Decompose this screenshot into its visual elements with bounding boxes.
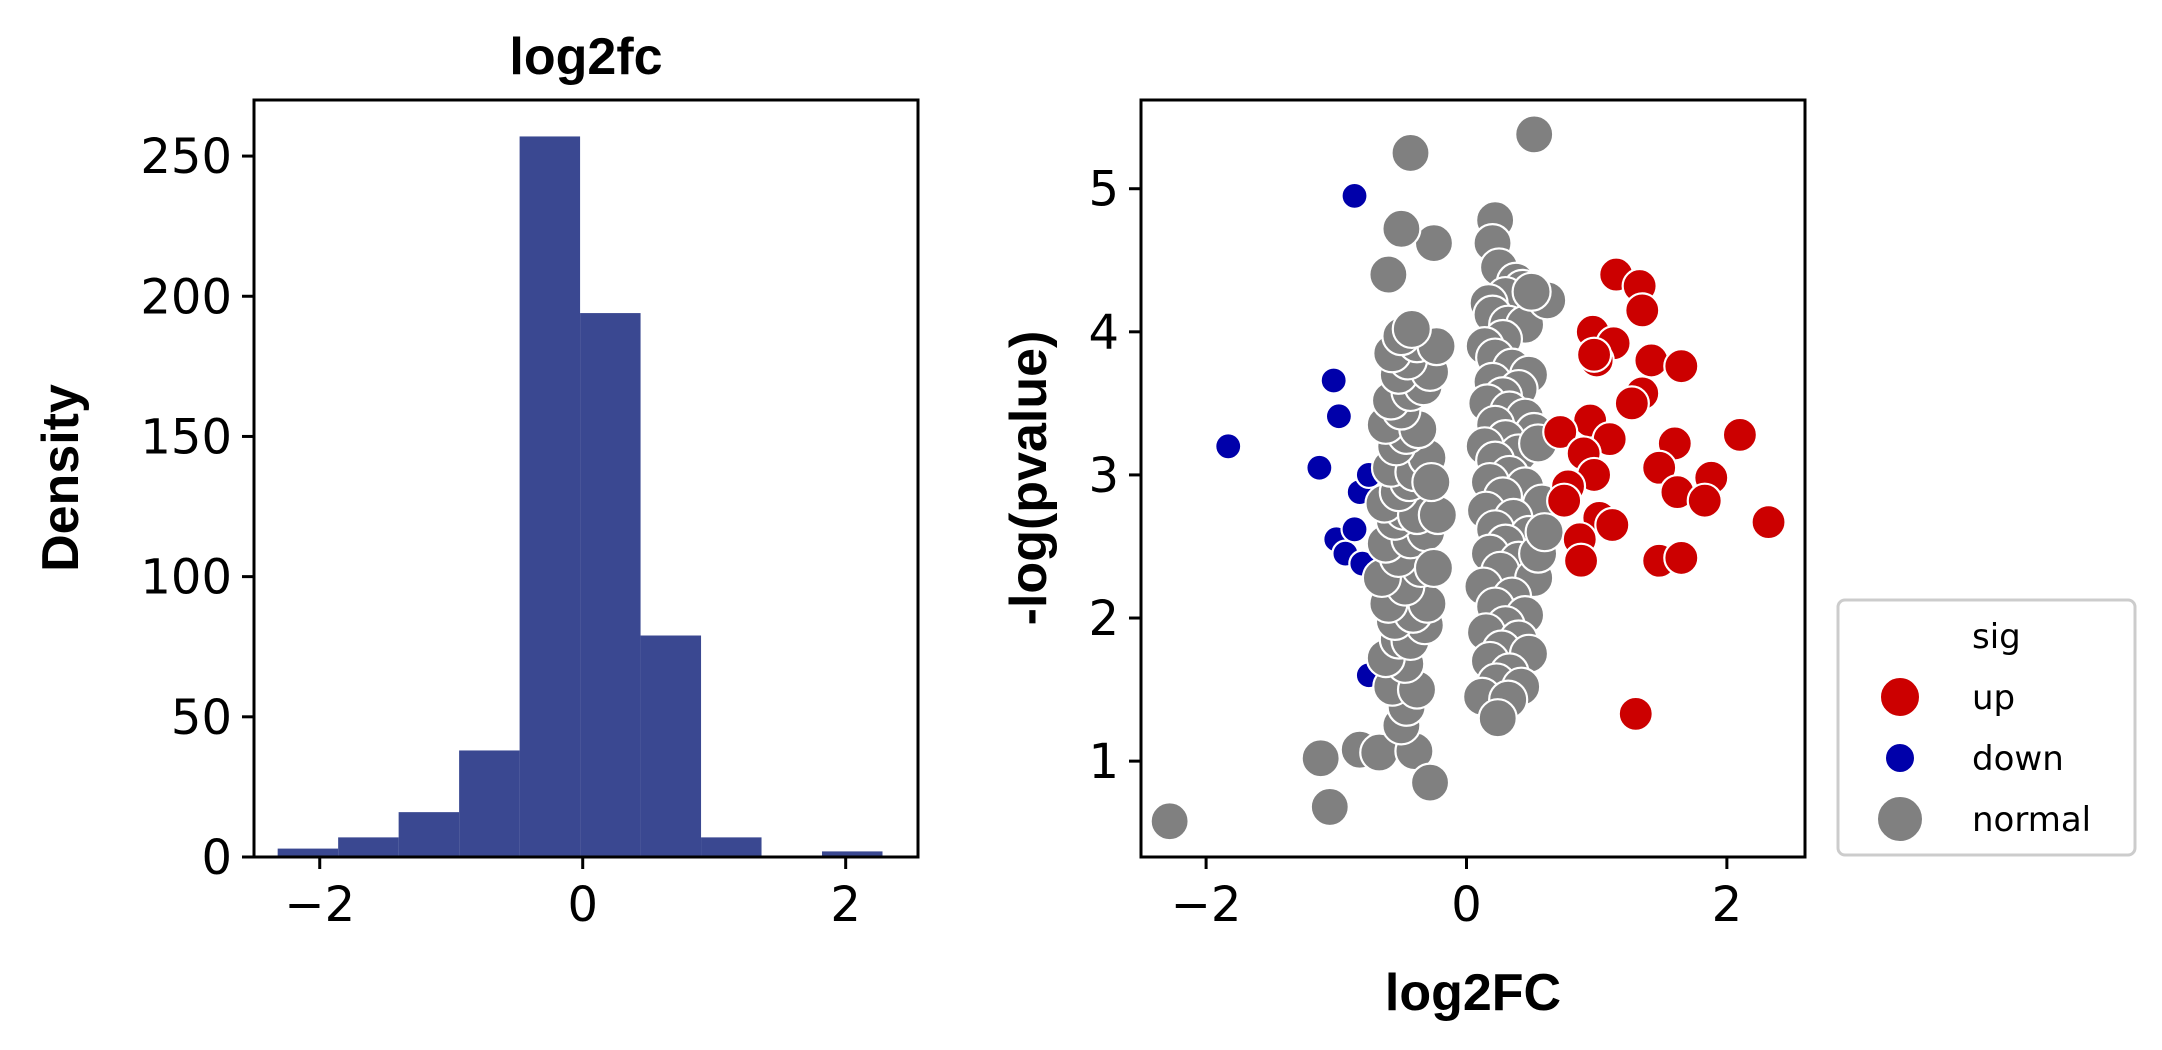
histogram-y-axis-label: Density: [32, 384, 90, 572]
legend-title: sig: [1972, 617, 2021, 657]
histogram-y-tick-label: 150: [140, 409, 232, 465]
scatter-point-normal: [1413, 547, 1455, 589]
scatter-point-down: [1340, 515, 1369, 544]
scatter-panel: −2 0 2 1 2 3 4 5 log2FC -log(pvalue): [1000, 98, 1807, 1022]
scatter-point-up: [1624, 292, 1661, 329]
scatter-y-axis-label: -log(pvalue): [1000, 331, 1058, 626]
scatter-point-normal: [1477, 698, 1518, 739]
scatter-y-tick-label: 2: [1088, 591, 1119, 647]
scatter-y-tick-label: 4: [1088, 305, 1119, 361]
scatter-point-normal: [1411, 461, 1452, 503]
histogram-bar-1: [338, 837, 399, 857]
histogram-y-tick-label: 250: [140, 129, 232, 185]
scatter-x-axis-label: log2FC: [1385, 964, 1561, 1022]
scatter-point-down: [1324, 402, 1353, 431]
scatter-point-up: [1721, 416, 1759, 453]
scatter-points: [1149, 114, 1787, 842]
histogram-bar-7: [701, 837, 762, 857]
scatter-point-up: [1663, 348, 1700, 385]
histogram-x-tick-label: −2: [284, 877, 355, 933]
scatter-point-normal: [1368, 254, 1409, 295]
scatter-point-normal: [1390, 132, 1431, 174]
scatter-y-tick-label: 1: [1088, 734, 1119, 790]
scatter-point-normal: [1514, 114, 1555, 155]
scatter-y-tick-label: 5: [1088, 162, 1119, 218]
histogram-bar-4: [519, 136, 581, 858]
scatter-point-up: [1546, 482, 1583, 519]
scatter-point-normal: [1381, 208, 1422, 249]
scatter-point-down: [1319, 366, 1348, 395]
histogram-y-tick-label: 50: [171, 690, 232, 746]
scatter-axes-frame: [1139, 98, 1807, 859]
scatter-point-up: [1542, 413, 1579, 451]
legend-up-label: up: [1972, 678, 2015, 718]
scatter-point-normal: [1149, 801, 1190, 842]
histogram-x-tick-label: 2: [830, 877, 861, 933]
scatter-point-up: [1641, 449, 1678, 486]
scatter-point-normal: [1309, 786, 1350, 828]
scatter-point-up: [1613, 385, 1650, 422]
histogram-bar-2: [398, 812, 460, 857]
scatter-point-normal: [1524, 512, 1565, 553]
histogram-title: log2fc: [509, 28, 662, 86]
scatter-point-up: [1617, 695, 1654, 732]
histogram-bar-6: [640, 635, 702, 857]
legend: sig up down normal: [1836, 598, 2137, 857]
histogram-y-tick-label: 100: [140, 550, 232, 606]
scatter-point-normal: [1511, 271, 1552, 312]
scatter-y-tick-label: 3: [1088, 448, 1119, 504]
scatter-x-tick-label: −2: [1171, 877, 1242, 933]
histogram-x-tick-label: 0: [567, 877, 598, 933]
scatter-x-ticks: −2 0 2: [1171, 857, 1742, 933]
histogram-y-ticks: 0 50 100 150 200 250: [140, 129, 254, 886]
histogram-panel: −2 0 2 0 50 100 150 200 250 log2fc Density: [32, 28, 920, 933]
histogram-bar-0: [277, 848, 339, 857]
scatter-point-up: [1750, 504, 1787, 541]
scatter-x-tick-label: 2: [1712, 877, 1743, 933]
legend-down-label: down: [1972, 739, 2064, 779]
scatter-point-normal: [1409, 762, 1451, 803]
histogram-y-tick-label: 200: [140, 269, 232, 325]
histogram-bar-3: [459, 750, 520, 857]
scatter-point-down: [1214, 432, 1243, 461]
scatter-point-up: [1633, 342, 1670, 379]
histogram-bar-5: [580, 313, 641, 857]
histogram-y-tick-label: 0: [201, 830, 232, 886]
scatter-point-up: [1562, 542, 1600, 579]
scatter-point-normal: [1391, 308, 1432, 350]
legend-normal-label: normal: [1972, 800, 2091, 840]
histogram-bars: [277, 136, 883, 858]
histogram-axes-frame: [252, 98, 920, 859]
scatter-x-tick-label: 0: [1451, 877, 1482, 933]
scatter-point-normal: [1417, 494, 1458, 536]
scatter-point-up: [1663, 539, 1700, 577]
scatter-point-up: [1594, 506, 1631, 544]
histogram-bar-9: [822, 851, 883, 857]
legend-up-marker: [1879, 676, 1921, 718]
scatter-point-down: [1340, 181, 1369, 210]
histogram-x-ticks: −2 0 2: [284, 857, 861, 933]
scatter-y-ticks: 1 2 3 4 5: [1088, 162, 1141, 790]
legend-frame: [1836, 598, 2137, 857]
legend-normal-marker: [1876, 795, 1924, 843]
scatter-point-up: [1575, 336, 1613, 373]
legend-down-marker: [1884, 742, 1916, 774]
scatter-point-normal: [1300, 738, 1341, 779]
scatter-point-down: [1305, 453, 1334, 482]
scatter-point-up: [1686, 482, 1723, 519]
